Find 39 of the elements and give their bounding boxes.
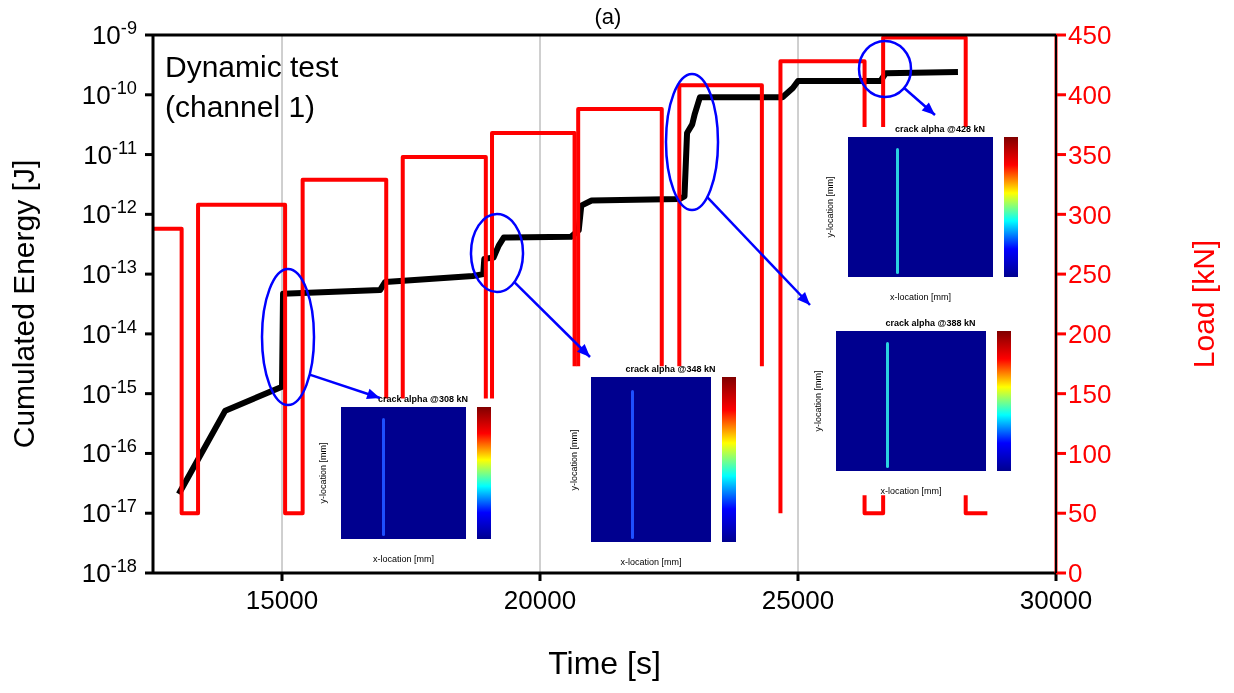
y-tick-label: 10$^{-10}$: [81, 77, 137, 110]
y-tick-label: 10$^{-11}$: [83, 137, 137, 170]
annotation: x-location [mm]: [889, 292, 952, 302]
annotation: y-location [mm]: [568, 428, 578, 493]
annotation: x-location [mm]: [619, 557, 683, 567]
annotation: y-location [mm]: [825, 175, 835, 240]
chart-title: (a): [594, 4, 622, 29]
y2-tick-label: 200: [1068, 319, 1112, 350]
annotation: x-location [mm]: [879, 486, 943, 496]
y2-tick-label: 250: [1068, 259, 1112, 290]
y-tick-label: 10$^{-15}$: [81, 376, 137, 409]
y-tick-label: 10$^{-13}$: [81, 257, 137, 290]
y2-tick-label: 300: [1068, 199, 1112, 230]
x-tick-label: 20000: [503, 585, 577, 616]
y2-tick-label: 350: [1068, 139, 1112, 170]
annotation: crack alpha @308 kN: [377, 394, 469, 404]
annotation: y-location [mm]: [318, 441, 328, 506]
y-tick-label: 10$^{-16}$: [81, 436, 137, 469]
annotation: crack alpha @388 kN: [884, 318, 977, 328]
y2-tick-label: 400: [1068, 80, 1112, 111]
x-tick-label: 25000: [761, 585, 835, 616]
y2-tick-label: 100: [1068, 438, 1112, 469]
x-axis-title: Time [s]: [548, 645, 661, 681]
annotation: crack alpha @348 kN: [624, 364, 717, 374]
y2-tick-label: 150: [1068, 378, 1112, 409]
annotation: y-location [mm]: [813, 369, 823, 434]
y-axis-title: Cumulated Energy [J]: [7, 159, 40, 449]
y2-tick-label: 50: [1068, 498, 1097, 529]
y-tick-label: 10$^{-18}$: [81, 556, 137, 588]
y2-axis-title: Load [kN]: [1187, 239, 1220, 369]
annotation: Dynamic test (channel 1): [165, 50, 340, 123]
y-tick-label: 10$^{-12}$: [81, 197, 137, 230]
y-tick-label: 10$^{-14}$: [81, 316, 137, 349]
y-tick-label: 10$^{-17}$: [81, 496, 137, 529]
y2-tick-label: 450: [1068, 20, 1112, 51]
x-tick-label: 15000: [245, 585, 319, 616]
annotation: x-location [mm]: [372, 554, 435, 564]
annotation: crack alpha @428 kN: [894, 124, 986, 134]
y-tick-label: 10$^{-9}$: [91, 18, 137, 50]
